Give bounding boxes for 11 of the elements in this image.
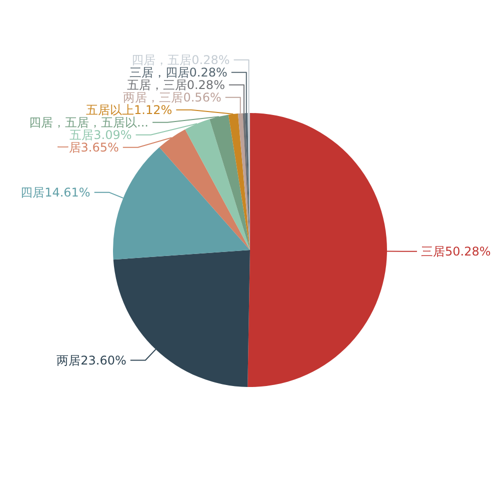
slice-label: 四居，五居，五居以...: [29, 115, 148, 130]
slice-label: 五居，三居0.28%: [126, 78, 225, 92]
slice-label: 四居14.61%: [20, 185, 90, 200]
slice-label: 两居，三居0.56%: [123, 90, 222, 104]
slice-label: 三居，四居0.28%: [129, 65, 228, 80]
slice-label: 五居3.09%: [70, 128, 132, 142]
slice-label: 三居50.28%: [420, 244, 491, 258]
slice-label: 四居，五居0.28%: [132, 52, 230, 67]
slice-label: 五居以上1.12%: [86, 102, 172, 117]
slice-label: 一居3.65%: [56, 140, 119, 154]
slice-label: 两居23.60%: [56, 353, 126, 368]
